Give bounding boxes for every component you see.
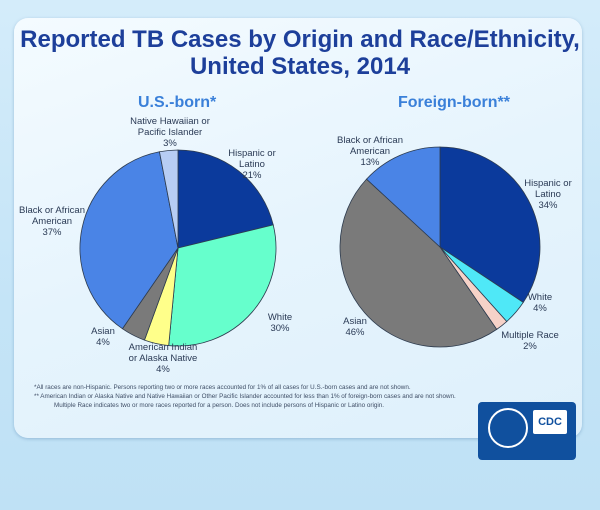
slice-label: White 4% <box>528 292 552 314</box>
slice-label: American Indian or Alaska Native 4% <box>129 342 198 375</box>
footnotes: *All races are non-Hispanic. Persons rep… <box>34 383 470 410</box>
title-line-1: Reported TB Cases by Origin and Race/Eth… <box>20 26 580 53</box>
hhs-cdc-logo: CDC <box>478 402 576 460</box>
us-born-title: U.S.-born* <box>138 94 217 111</box>
footnote-1: *All races are non-Hispanic. Persons rep… <box>34 384 411 391</box>
slice-label: Multiple Race 2% <box>501 330 559 352</box>
hhs-seal-icon <box>488 408 528 448</box>
slice-label: Black or African American 13% <box>337 135 403 168</box>
slice-label: Asian 4% <box>91 326 115 348</box>
pie-slice <box>79 151 179 330</box>
pie-slice <box>339 178 498 348</box>
slice-label: Asian 46% <box>343 316 367 338</box>
footnote-2: ** American Indian or Alaska Native and … <box>34 393 456 409</box>
slice-label: White 30% <box>268 312 292 334</box>
pie-slice <box>158 149 179 249</box>
chart-title: Reported TB Cases by Origin and Race/Eth… <box>0 26 600 80</box>
pie-slice <box>365 146 441 248</box>
slice-label: Hispanic or Latino 21% <box>228 148 276 181</box>
slice-label: Hispanic or Latino 34% <box>524 178 572 211</box>
cdc-logo-text: CDC <box>533 410 567 434</box>
slice-label: Black or African American 37% <box>19 205 85 238</box>
title-line-2: United States, 2014 <box>189 53 411 80</box>
pie-slice <box>168 224 277 347</box>
pie-slice <box>177 149 274 249</box>
slice-label: Native Hawaiian or Pacific Islander 3% <box>130 116 210 149</box>
foreign-born-title: Foreign-born** <box>398 94 510 111</box>
